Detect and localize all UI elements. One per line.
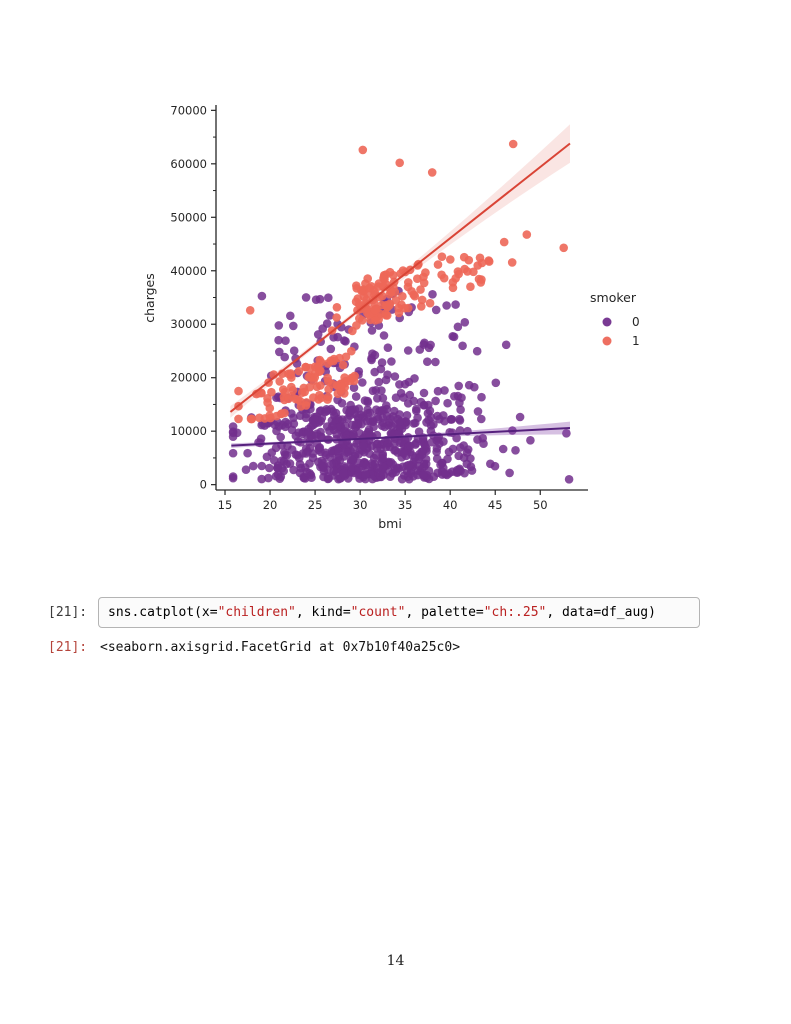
y-tick-label: 40000: [170, 264, 207, 278]
code-line: sns.catplot(x="children", kind="count", …: [108, 605, 656, 620]
y-tick-label: 30000: [170, 317, 207, 331]
output-text: <seaborn.axisgrid.FacetGrid at 0x7b10f40…: [100, 640, 461, 655]
x-tick-label: 15: [218, 498, 233, 512]
code-token: "count": [350, 605, 406, 620]
x-tick-label: 20: [263, 498, 278, 512]
lmplot-figure: 15 20 25 30 35 40 45 50 0 10000 20000 30000 40000 500…: [140, 90, 710, 550]
page-number: 14: [386, 953, 405, 969]
scatter-series-1: [234, 139, 568, 424]
output-cell: [21]: <seaborn.axisgrid.FacetGrid at 0x7…: [48, 640, 460, 655]
code-token: "ch:.25": [483, 605, 547, 620]
output-prompt: [21]:: [48, 640, 88, 655]
regression-line-1: [229, 142, 571, 413]
legend: smoker 0 1: [590, 290, 640, 348]
x-tick-label: 35: [398, 498, 413, 512]
y-tick-label: 50000: [170, 210, 207, 224]
y-tick-label: 70000: [170, 103, 207, 117]
code-token: , kind=: [295, 605, 351, 620]
x-tick-label: 40: [443, 498, 458, 512]
x-tick-label: 50: [533, 498, 548, 512]
y-tick-label: 10000: [170, 424, 207, 438]
legend-label: 1: [632, 334, 640, 348]
code-token: sns.catplot(x=: [108, 605, 218, 620]
y-tick-label: 20000: [170, 371, 207, 385]
y-tick-label: 0: [200, 478, 207, 492]
code-cell-input[interactable]: sns.catplot(x="children", kind="count", …: [98, 597, 700, 628]
legend-title: smoker: [590, 290, 637, 305]
x-tick-label: 30: [353, 498, 368, 512]
x-axis-label: bmi: [378, 516, 402, 531]
legend-marker-1: [602, 336, 612, 346]
x-tick-label: 25: [308, 498, 323, 512]
regression-line-0: [231, 426, 571, 447]
code-token: "children": [217, 605, 296, 620]
scatter-chart-svg: 15 20 25 30 35 40 45 50 0 10000 20000 30000 40000 500…: [142, 103, 640, 531]
code-token: , palette=: [405, 605, 484, 620]
y-tick-label: 60000: [170, 157, 207, 171]
code-token: , data=df_aug): [546, 605, 656, 620]
x-tick-label: 45: [488, 498, 503, 512]
legend-label: 0: [632, 315, 640, 329]
input-prompt: [21]:: [48, 605, 88, 620]
legend-marker-0: [602, 317, 612, 327]
y-axis-label: charges: [142, 273, 157, 323]
code-cell: [21]: sns.catplot(x="children", kind="co…: [48, 597, 700, 628]
